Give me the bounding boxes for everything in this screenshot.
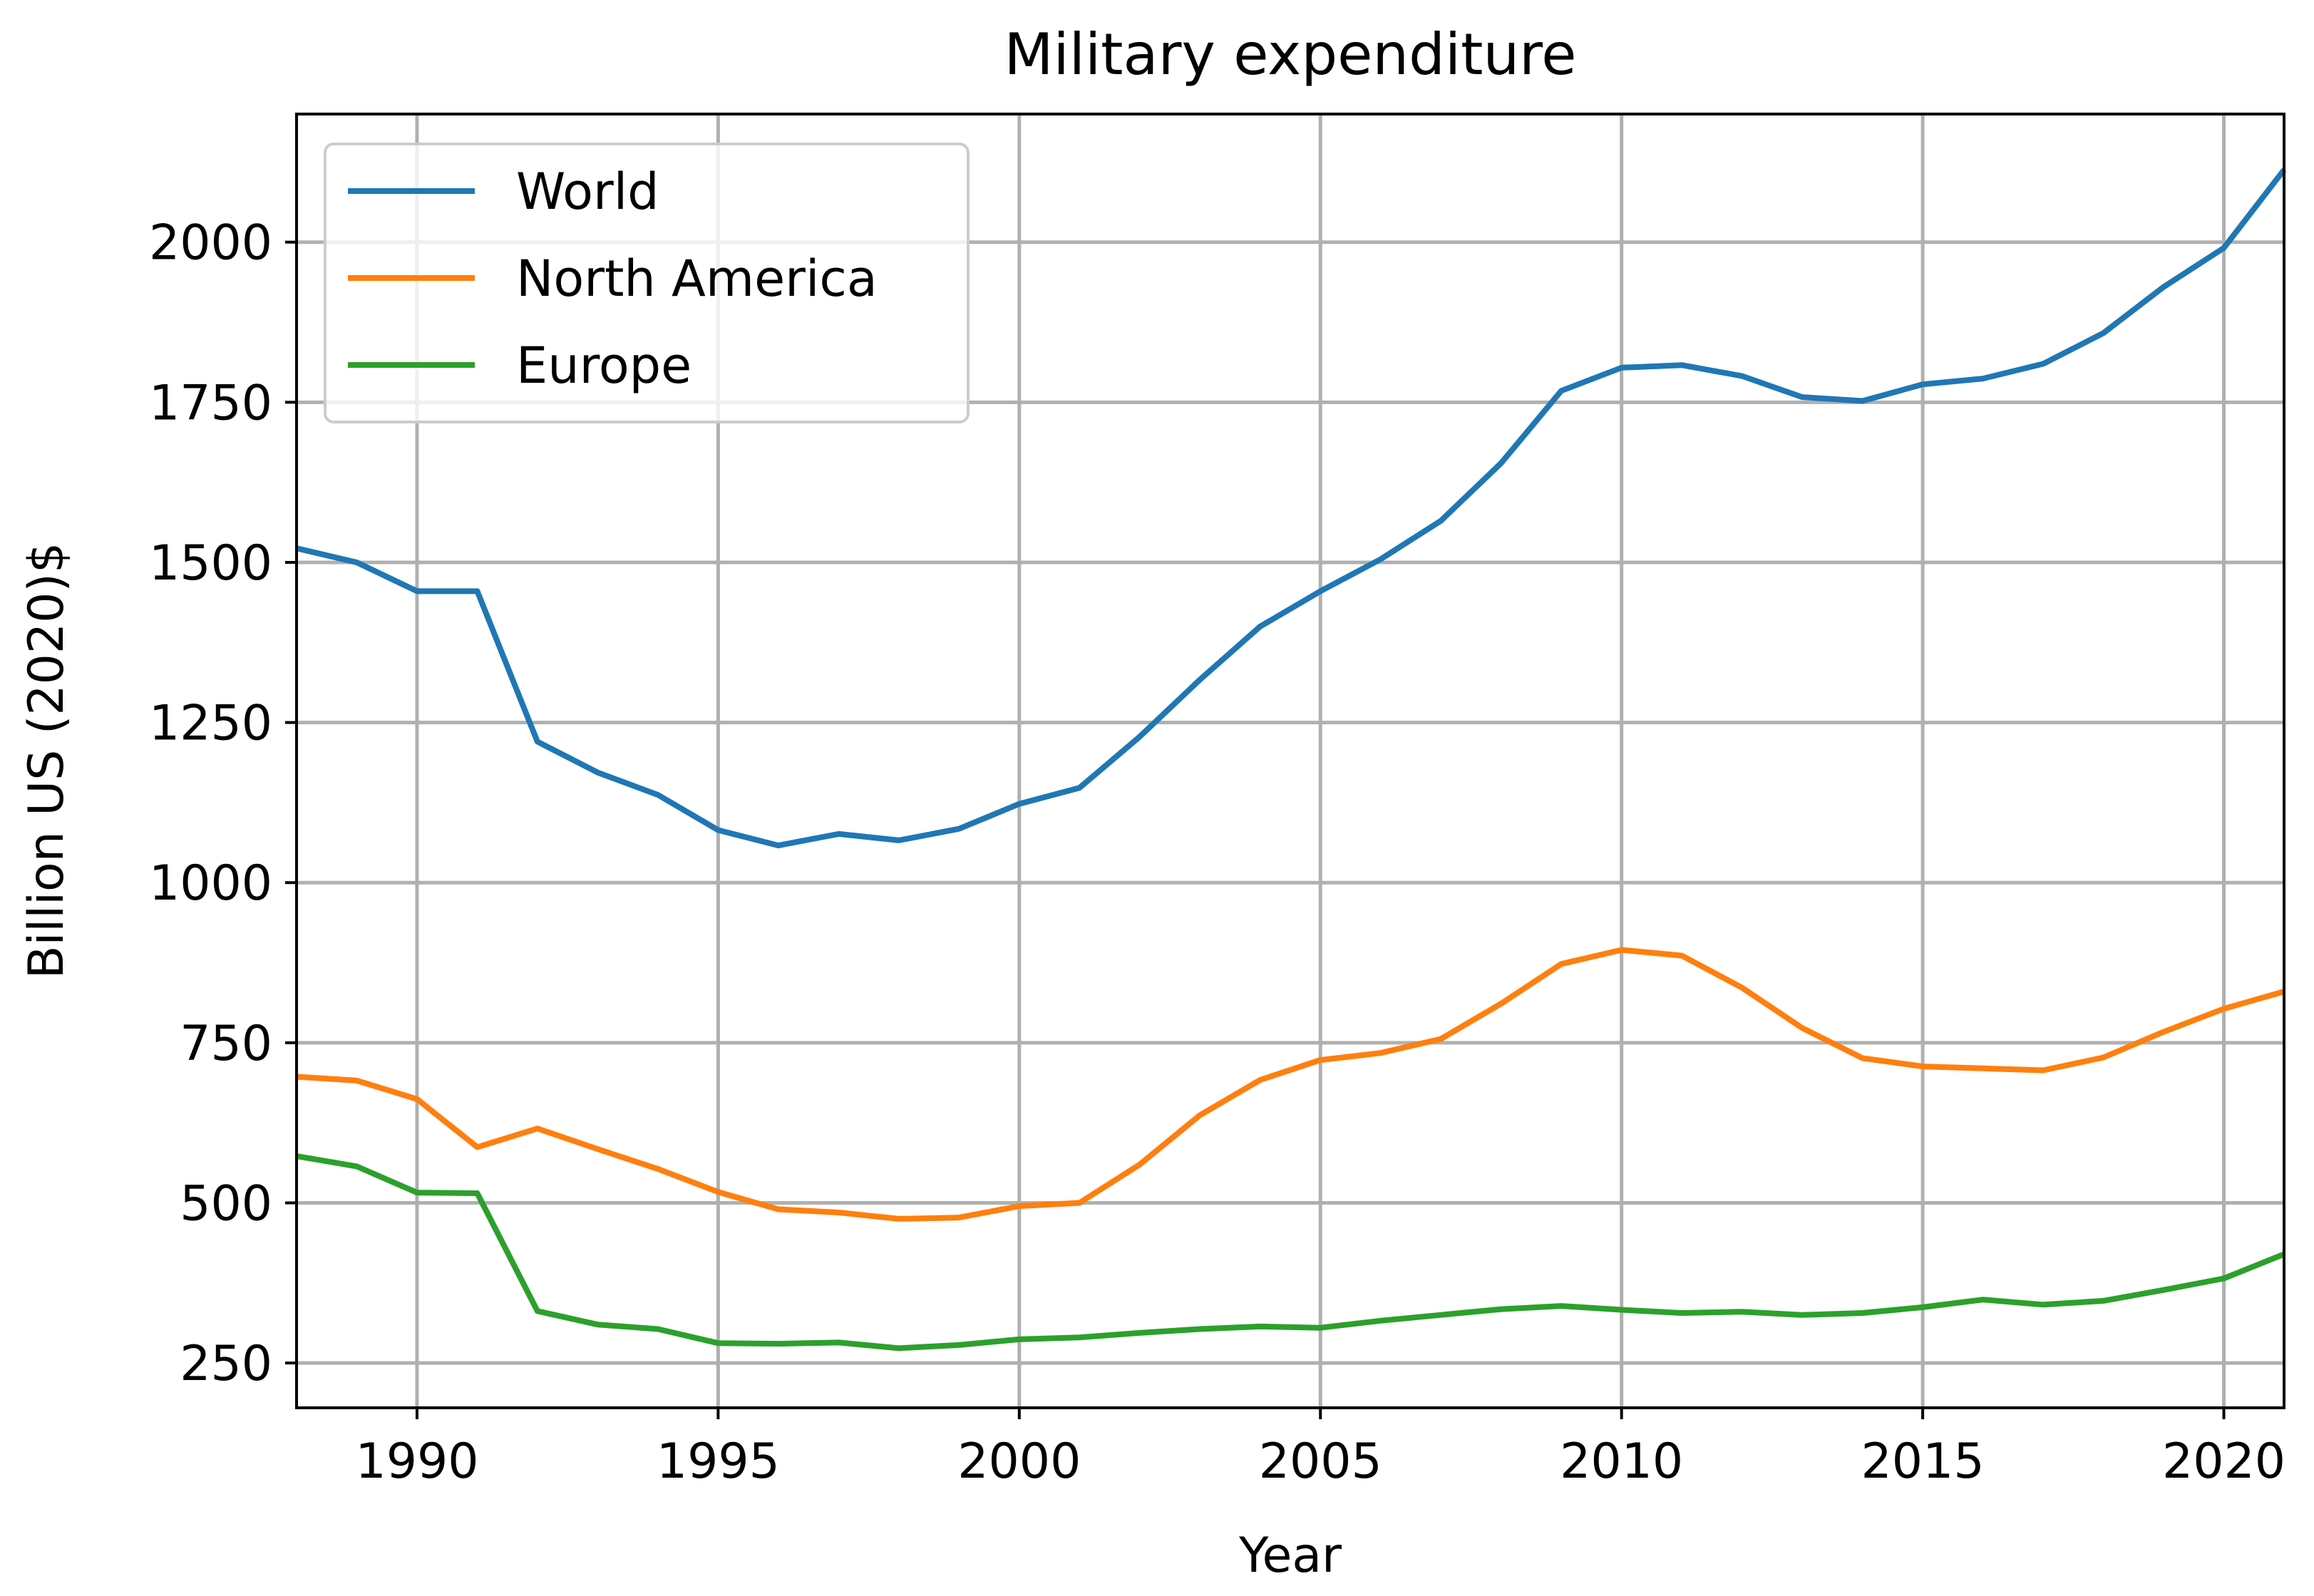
x-tick-label: 2015 xyxy=(1861,1433,1985,1490)
legend-label-north-america: North America xyxy=(516,249,878,308)
y-tick-label: 2000 xyxy=(149,215,272,272)
x-tick-label: 2010 xyxy=(1560,1433,1683,1490)
legend: World North America Europe xyxy=(324,143,970,423)
y-tick-label: 500 xyxy=(180,1175,272,1232)
axis-ticks: 1990 1995 2000 2005 2010 2015 2020 250 500 750 100… xyxy=(149,215,2285,1490)
legend-box xyxy=(324,143,970,423)
x-tick-label: 2020 xyxy=(2162,1433,2285,1490)
plot-area-frame xyxy=(295,113,2285,1409)
y-axis-label: Billion US (2020)$ xyxy=(19,542,75,979)
gridlines xyxy=(297,114,2284,1408)
y-tick-label: 750 xyxy=(180,1016,272,1072)
y-tick-label: 1250 xyxy=(149,696,272,752)
series-line-north-america xyxy=(296,947,2285,1222)
chart-title: Military expenditure xyxy=(1004,21,1576,88)
legend-label-europe: Europe xyxy=(516,336,691,395)
x-axis-label: Year xyxy=(1238,1528,1342,1584)
y-tick-label: 1000 xyxy=(149,855,272,912)
series-line-europe xyxy=(296,1153,2285,1352)
y-tick-label: 250 xyxy=(180,1336,272,1392)
y-tick-label: 1500 xyxy=(149,535,272,592)
y-tick-label: 1750 xyxy=(149,375,272,431)
x-tick-label: 2000 xyxy=(957,1433,1081,1490)
series-lines xyxy=(296,168,2287,1352)
x-tick-label: 1990 xyxy=(355,1433,478,1490)
x-tick-label: 2005 xyxy=(1259,1433,1382,1490)
x-tick-label: 1995 xyxy=(657,1433,780,1490)
series-line-world xyxy=(296,168,2287,849)
legend-label-world: World xyxy=(516,163,659,221)
